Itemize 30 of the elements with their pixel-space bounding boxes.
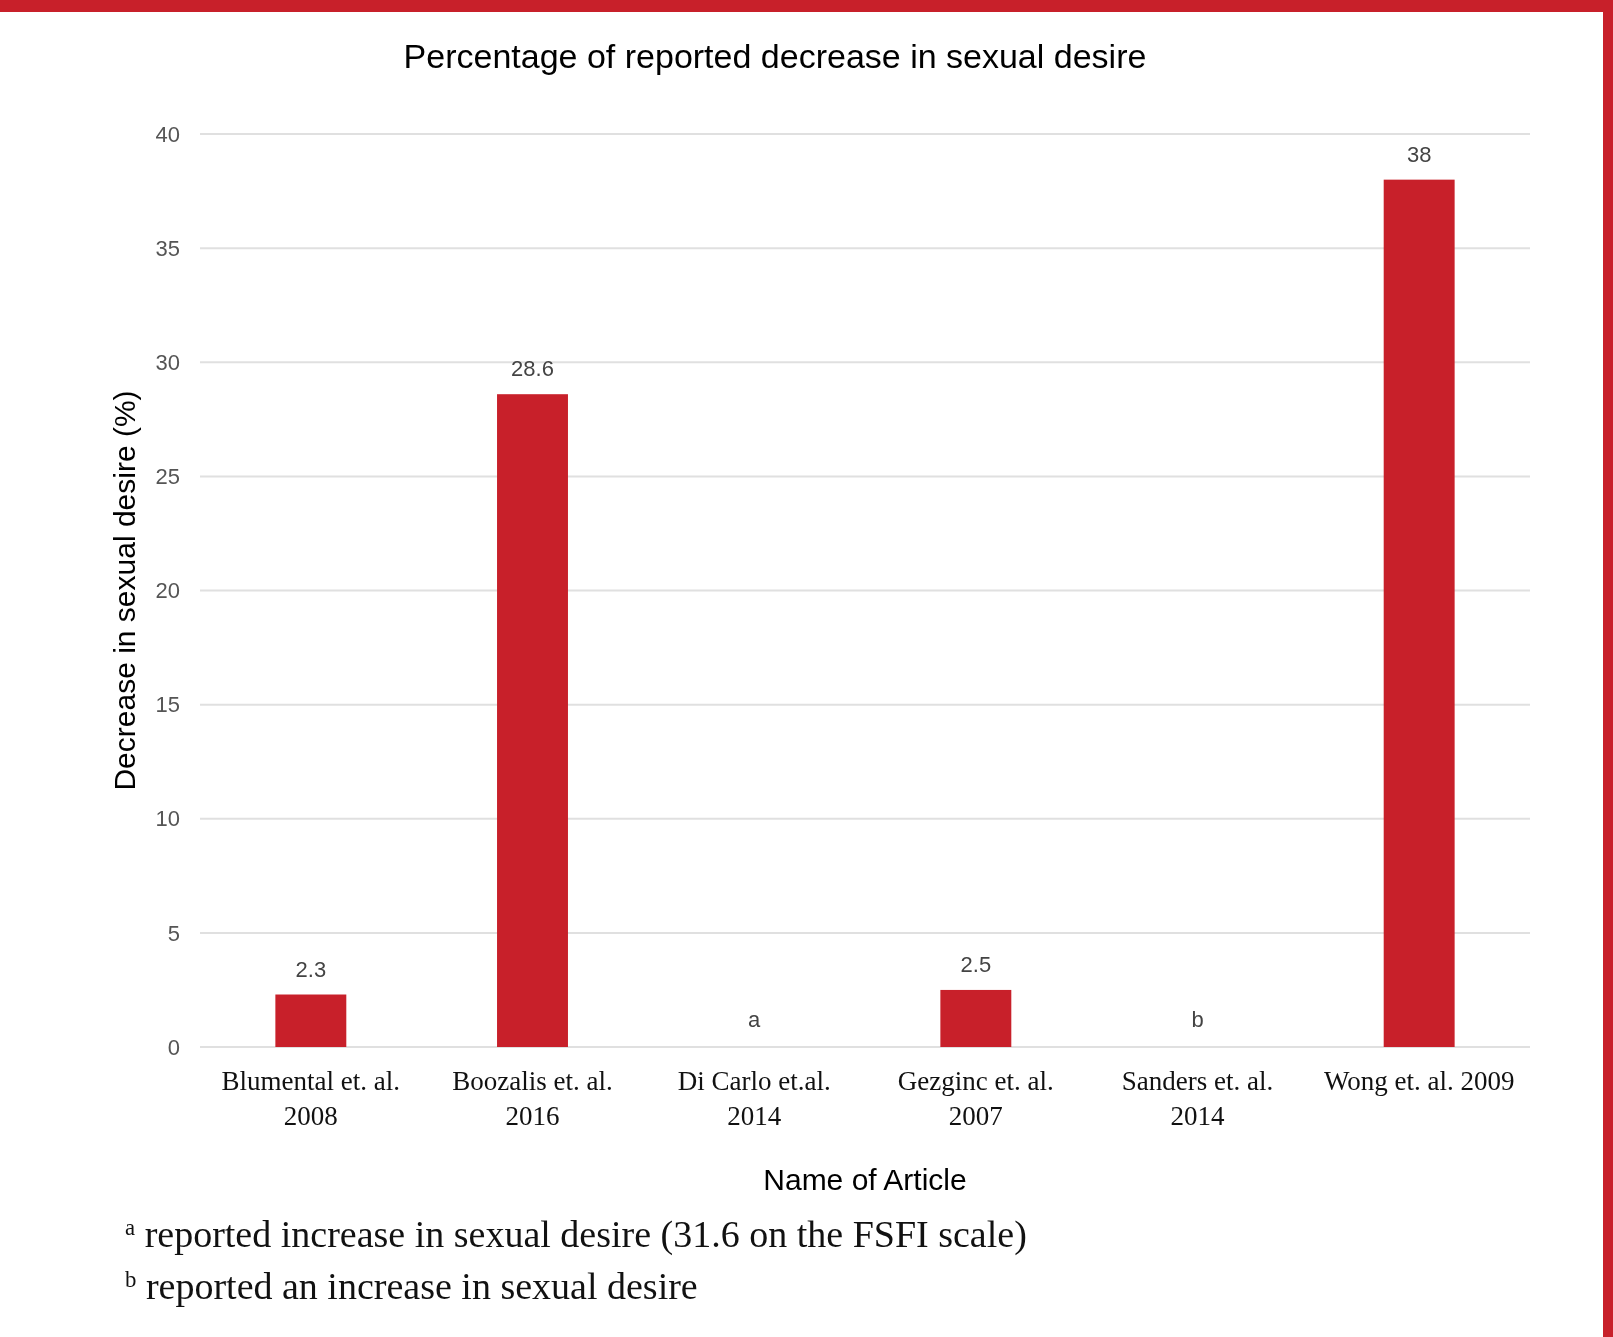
y-tick-label: 0 bbox=[167, 1034, 180, 1060]
y-tick-label: 10 bbox=[155, 806, 180, 832]
data-label: 2.5 bbox=[960, 951, 992, 977]
y-tick-label: 20 bbox=[155, 578, 180, 604]
bar bbox=[497, 394, 568, 1047]
bar bbox=[275, 994, 347, 1047]
y-axis-title: Decrease in sexual desire (%) bbox=[108, 390, 141, 791]
y-tick-label: 40 bbox=[155, 121, 180, 147]
y-tick-label: 35 bbox=[155, 235, 180, 261]
y-tick-label: 25 bbox=[155, 464, 180, 490]
x-tick-label: Sanders et. al. 2014 bbox=[1121, 1066, 1274, 1131]
x-tick-label: Wong et. al. 2009 bbox=[1323, 1066, 1515, 1096]
text: b bbox=[1191, 1007, 1204, 1032]
bar bbox=[1383, 179, 1455, 1047]
text: $^{b}$ reported an increase in sexual desire bbox=[125, 1265, 698, 1307]
data-label: 2.3 bbox=[295, 956, 327, 982]
bar bbox=[940, 989, 1012, 1047]
x-tick-label: Gezginc et. al. 2007 bbox=[897, 1066, 1054, 1131]
x-tick-label: Blumental et. al. 2008 bbox=[221, 1066, 401, 1131]
text: a bbox=[748, 1007, 761, 1032]
data-label: 38 bbox=[1406, 141, 1432, 167]
text: $^{a}$ reported increase in sexual desire (31.6 on the FSFI scale) bbox=[125, 1213, 1027, 1256]
x-axis-title: Name of Article bbox=[763, 1163, 967, 1196]
x-tick-label: Di Carlo et.al. 2014 bbox=[677, 1066, 831, 1131]
data-label: 28.6 bbox=[511, 356, 554, 382]
y-tick-label: 15 bbox=[155, 692, 180, 718]
chart-title: Percentage of reported decrease in sexual desire bbox=[403, 37, 1147, 75]
y-tick-label: 5 bbox=[167, 920, 180, 946]
y-tick-label: 30 bbox=[155, 349, 180, 375]
x-tick-label: Boozalis et. al. 2016 bbox=[452, 1066, 613, 1131]
